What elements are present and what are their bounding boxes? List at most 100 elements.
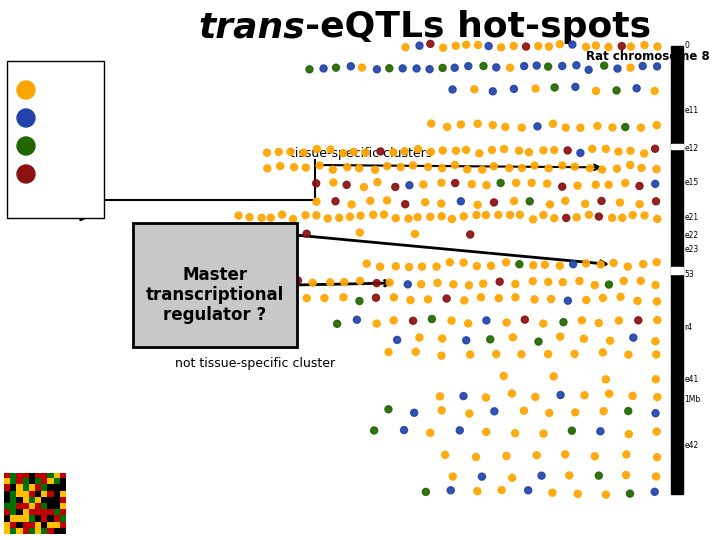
- Circle shape: [638, 164, 645, 171]
- Circle shape: [405, 215, 412, 222]
- Circle shape: [300, 149, 307, 156]
- Circle shape: [654, 454, 660, 461]
- Circle shape: [510, 198, 518, 205]
- Bar: [671, 267, 683, 274]
- Circle shape: [495, 295, 503, 302]
- Circle shape: [276, 163, 284, 170]
- Circle shape: [627, 147, 634, 154]
- Circle shape: [471, 86, 478, 93]
- Circle shape: [488, 146, 495, 153]
- Circle shape: [574, 182, 581, 189]
- Circle shape: [474, 488, 481, 495]
- Circle shape: [348, 201, 355, 208]
- Circle shape: [559, 162, 566, 169]
- Circle shape: [503, 319, 510, 326]
- Circle shape: [634, 298, 641, 305]
- Circle shape: [641, 42, 648, 49]
- Circle shape: [651, 87, 658, 94]
- Text: e41: e41: [685, 375, 699, 384]
- Circle shape: [487, 262, 495, 269]
- Circle shape: [448, 317, 455, 324]
- Circle shape: [492, 350, 500, 357]
- Circle shape: [438, 165, 446, 172]
- Circle shape: [344, 164, 351, 171]
- Circle shape: [598, 166, 606, 173]
- Circle shape: [586, 165, 593, 172]
- Circle shape: [597, 428, 604, 435]
- Text: e15: e15: [685, 178, 699, 187]
- Circle shape: [516, 147, 523, 154]
- Circle shape: [309, 279, 316, 286]
- Circle shape: [603, 145, 609, 152]
- Circle shape: [608, 214, 616, 221]
- Circle shape: [439, 64, 446, 71]
- Circle shape: [540, 320, 546, 327]
- Circle shape: [508, 474, 516, 481]
- Text: not tissue-specific cluster: not tissue-specific cluster: [175, 357, 335, 370]
- Text: e12: e12: [685, 145, 698, 153]
- Circle shape: [392, 215, 400, 222]
- Circle shape: [652, 145, 659, 152]
- Circle shape: [551, 215, 558, 222]
- Circle shape: [505, 165, 513, 172]
- Circle shape: [460, 393, 467, 400]
- Circle shape: [545, 165, 552, 172]
- Circle shape: [374, 66, 380, 73]
- Circle shape: [384, 197, 390, 204]
- Circle shape: [549, 489, 556, 496]
- Circle shape: [411, 231, 418, 238]
- Circle shape: [562, 197, 569, 204]
- Circle shape: [573, 214, 580, 221]
- Circle shape: [616, 317, 622, 324]
- Circle shape: [17, 137, 35, 155]
- Circle shape: [600, 408, 607, 415]
- Circle shape: [17, 81, 35, 99]
- Circle shape: [652, 180, 659, 187]
- Circle shape: [549, 120, 557, 127]
- Circle shape: [512, 294, 519, 301]
- Circle shape: [653, 122, 660, 129]
- Circle shape: [275, 148, 282, 156]
- Circle shape: [636, 201, 643, 208]
- Circle shape: [370, 211, 377, 218]
- Circle shape: [235, 212, 242, 219]
- Text: e42: e42: [685, 441, 699, 450]
- Circle shape: [496, 278, 503, 285]
- Circle shape: [400, 427, 408, 434]
- Circle shape: [518, 165, 526, 172]
- Circle shape: [357, 212, 364, 219]
- Circle shape: [531, 162, 538, 169]
- Circle shape: [606, 337, 613, 344]
- Circle shape: [416, 42, 423, 49]
- Circle shape: [562, 124, 570, 131]
- Circle shape: [562, 451, 569, 458]
- Circle shape: [465, 282, 472, 289]
- Circle shape: [526, 198, 534, 205]
- Circle shape: [361, 184, 367, 191]
- Circle shape: [258, 214, 265, 221]
- Circle shape: [503, 453, 510, 460]
- Text: //: //: [84, 201, 94, 215]
- Circle shape: [577, 150, 584, 157]
- Circle shape: [377, 263, 384, 270]
- Circle shape: [571, 350, 578, 357]
- Circle shape: [630, 334, 637, 341]
- Circle shape: [551, 147, 558, 154]
- Circle shape: [327, 279, 333, 286]
- Circle shape: [302, 212, 309, 219]
- Circle shape: [652, 473, 660, 480]
- Circle shape: [545, 279, 552, 286]
- Circle shape: [629, 212, 636, 219]
- Circle shape: [410, 409, 418, 416]
- Circle shape: [287, 148, 294, 156]
- Circle shape: [313, 146, 320, 153]
- Circle shape: [480, 280, 487, 287]
- Circle shape: [576, 278, 583, 285]
- Circle shape: [246, 214, 253, 221]
- Text: e21: e21: [685, 213, 698, 222]
- Circle shape: [321, 294, 328, 301]
- Circle shape: [633, 85, 640, 92]
- Circle shape: [264, 149, 271, 156]
- Circle shape: [627, 64, 634, 71]
- Circle shape: [529, 278, 536, 285]
